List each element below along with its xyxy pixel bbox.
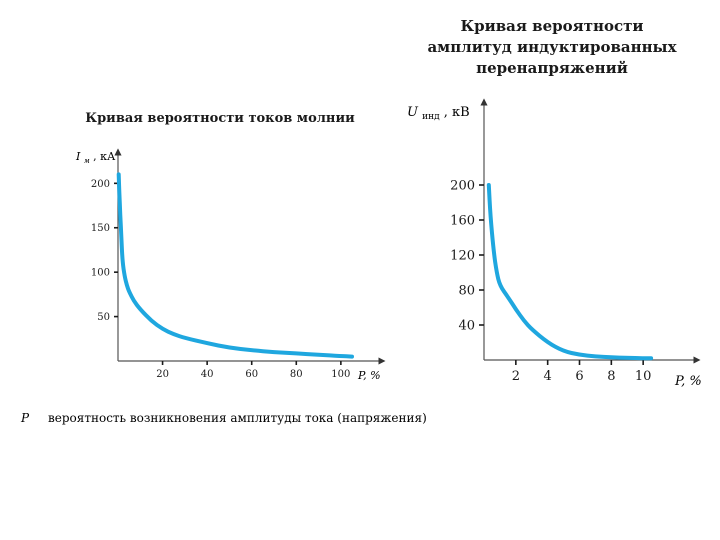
chart1-x-tick-label: 60	[245, 369, 258, 380]
chart2-title-line3: перенапряжений	[476, 59, 628, 77]
chart-induced-overvoltage: Кривая вероятности амплитуд индуктирован…	[407, 17, 702, 389]
footnote-text: вероятность возникновения амплитуды тока…	[48, 411, 427, 425]
chart1-ylabel-sub: м	[84, 157, 90, 165]
chart1-xlabel: P, %	[357, 369, 381, 382]
chart2-ylabel-unit: , кВ	[444, 105, 470, 120]
chart2-y-tick-label: 80	[458, 284, 475, 299]
chart2-x-tick-label: 6	[575, 369, 583, 384]
chart2-x-tick-label: 8	[607, 369, 615, 384]
chart1-title: Кривая вероятности токов молнии	[85, 111, 355, 126]
chart1-ylabel-unit: , кА	[93, 150, 116, 163]
chart1-y-tick-label: 50	[97, 312, 110, 323]
chart-lightning-current: Кривая вероятности токов молнии I м , кА…	[75, 111, 386, 382]
chart2-ylabel-main: U	[407, 105, 419, 120]
chart2-y-tick-label: 200	[450, 179, 475, 194]
chart2-title-line1: Кривая вероятности	[460, 17, 643, 35]
chart1-x-tick-label: 40	[201, 369, 214, 380]
chart1-x-tick-label: 20	[156, 369, 169, 380]
chart1-x-ticks: 20 40 60 80 100	[156, 361, 350, 380]
chart2-x-tick-label: 2	[512, 369, 520, 384]
chart1-ylabel: I м , кА	[75, 150, 116, 166]
chart1-y-ticks: 50 100 150 200	[91, 179, 118, 323]
chart1-y-tick-label: 100	[91, 268, 110, 279]
chart1-y-tick-label: 150	[91, 223, 110, 234]
chart1-x-tick-label: 80	[290, 369, 303, 380]
chart2-ylabel: U инд , кВ	[407, 105, 470, 123]
chart2-x-tick-label: 4	[544, 369, 552, 384]
chart2-x-ticks: 2 4 6 8 10	[512, 360, 652, 384]
chart2-x-tick-label: 10	[635, 369, 652, 384]
chart2-series-line	[486, 183, 654, 361]
chart2-title-line2: амплитуд индуктированных	[427, 38, 677, 56]
chart1-ylabel-main: I	[75, 150, 81, 163]
chart2-y-ticks: 40 80 120 160 200	[450, 179, 484, 334]
footnote-symbol: P	[20, 411, 30, 425]
chart2-xlabel: P, %	[674, 374, 702, 389]
chart2-y-tick-label: 160	[450, 214, 475, 229]
chart2-y-tick-label: 120	[450, 249, 475, 264]
chart1-series-line	[116, 172, 354, 359]
chart2-ylabel-sub: инд	[422, 112, 440, 122]
chart1-x-tick-label: 100	[331, 369, 350, 380]
chart2-y-tick-label: 40	[458, 319, 475, 334]
chart1-y-tick-label: 200	[91, 179, 110, 190]
